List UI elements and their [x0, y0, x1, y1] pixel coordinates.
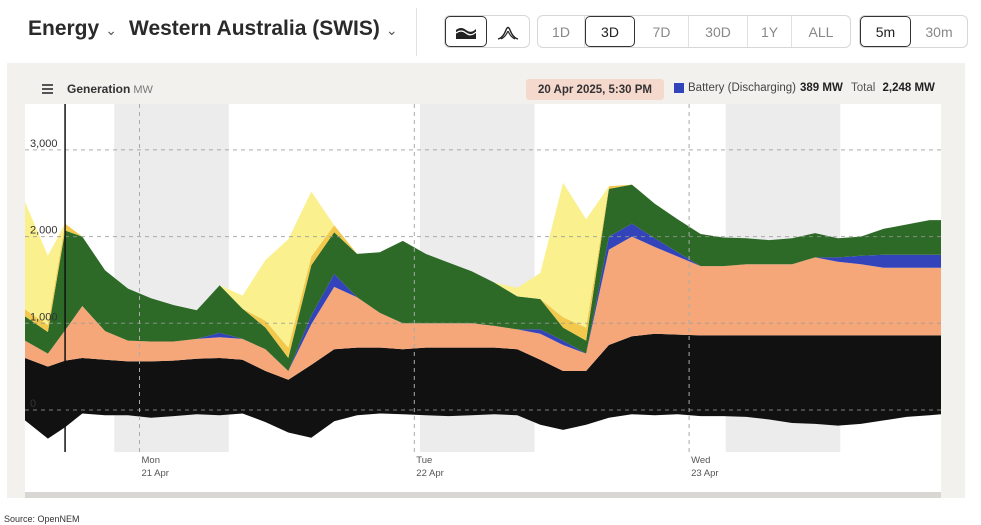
hover-date-badge: 20 Apr 2025, 5:30 PM [526, 79, 664, 100]
x-tick-day: Mon [142, 455, 160, 466]
x-tick-date: 23 Apr [691, 468, 718, 479]
legend-label: Battery (Discharging) [688, 82, 797, 94]
range-1d-button[interactable]: 1D [538, 16, 585, 47]
x-tick-day: Tue [416, 455, 432, 466]
area-series-wind [25, 184, 941, 371]
x-tick-day: Wed [691, 455, 710, 466]
metric-label: Energy [28, 17, 100, 40]
chart-type-toggle [444, 15, 530, 48]
chevron-down-icon: ⌄ [385, 22, 398, 38]
x-tick-date: 21 Apr [142, 468, 169, 479]
legend-swatch [674, 83, 684, 93]
area-series-coal [25, 333, 941, 410]
y-tick-label: 3,000 [30, 138, 58, 150]
region-selector[interactable]: Western Australia (SWIS) ⌄ [129, 17, 398, 41]
interval-30m-button[interactable]: 30m [925, 23, 953, 40]
generation-chart[interactable]: 3,000 2,000 1,000 0 Mon 21 Apr Tue 22 Apr Wed 23 … [25, 104, 941, 492]
chart-unit: MW [133, 84, 153, 96]
total-label: Total [851, 82, 876, 94]
area-series-gas [25, 236, 941, 380]
hover-total: Total 2,248 MW [851, 82, 935, 94]
range-7d-button[interactable]: 7D [635, 16, 689, 47]
range-selector: 1D 3D 7D 30D 1Y ALL [537, 15, 851, 48]
area-series-exports [25, 410, 941, 439]
chart-header: Generation MW 20 Apr 2025, 5:30 PM Batter… [24, 78, 940, 102]
divider [416, 8, 417, 56]
range-30d-button[interactable]: 30D [689, 16, 748, 47]
region-label: Western Australia (SWIS) [129, 17, 380, 40]
line-chart-icon [497, 26, 519, 40]
source-note: Source: OpenNEM [4, 514, 80, 524]
chevron-down-icon: ⌄ [105, 22, 117, 38]
interval-5m-button[interactable]: 5m [860, 16, 911, 47]
generation-chart-svg[interactable]: 3,000 2,000 1,000 0 Mon 21 Apr Tue 22 Apr Wed 23 … [25, 104, 941, 492]
chart-title-text: Generation [67, 82, 131, 96]
metric-selector[interactable]: Energy ⌄ [28, 17, 117, 41]
y-tick-label: 2,000 [30, 225, 58, 237]
range-1y-button[interactable]: 1Y [748, 16, 792, 47]
chart-title: Generation MW [67, 82, 153, 96]
chart-scroll-strip[interactable] [25, 492, 941, 498]
stacked-area-chart-button[interactable] [445, 16, 487, 47]
legend-value: 389 MW [800, 82, 843, 94]
area-series-rooftop-solar [25, 182, 941, 348]
y-tick-label: 1,000 [30, 311, 58, 323]
range-all-button[interactable]: ALL [808, 23, 834, 40]
range-3d-button[interactable]: 3D [585, 16, 635, 47]
top-bar: Energy ⌄ Western Australia (SWIS) ⌄ 1D 3D 7D… [0, 0, 981, 62]
menu-icon[interactable] [42, 84, 53, 94]
interval-selector: 5m 30m [859, 15, 968, 48]
hover-legend: Battery (Discharging) 389 MW [674, 82, 843, 94]
y-tick-label: 0 [30, 398, 36, 410]
x-tick-date: 22 Apr [416, 468, 443, 479]
stacked-area-icon [455, 27, 477, 39]
line-chart-button[interactable] [487, 16, 529, 47]
total-value: 2,248 MW [882, 82, 935, 94]
